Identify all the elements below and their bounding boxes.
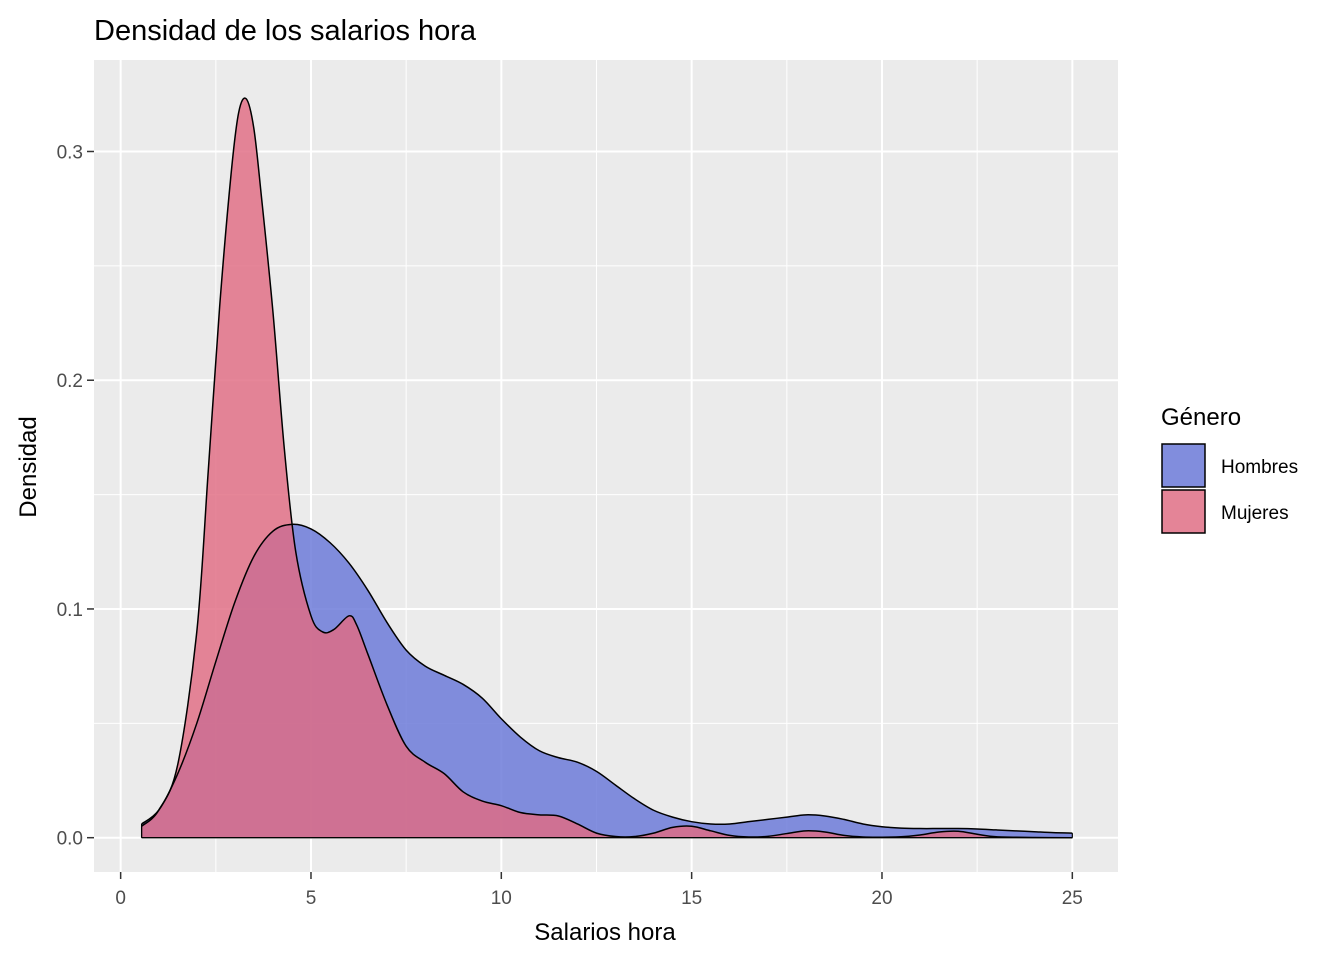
plot-layer: [94, 60, 1118, 872]
legend: Género Hombres Mujeres: [1161, 404, 1298, 534]
x-tick-label: 15: [681, 888, 702, 909]
y-axis-label: Densidad: [15, 416, 42, 517]
x-axis-label: Salarios hora: [534, 919, 676, 946]
density-line-mujeres: [141, 97, 1073, 839]
y-tick-label: 0.1: [57, 600, 83, 621]
legend-title: Género: [1161, 404, 1241, 431]
x-tick-label: 0: [115, 888, 126, 909]
y-tick-label: 0.0: [57, 829, 83, 850]
x-tick-label: 10: [491, 888, 512, 909]
density-area-mujeres: [141, 98, 1073, 838]
x-tick-label: 25: [1062, 888, 1083, 909]
axis-layer: 0 5 10 15 20 25 0.0 0.1 0.2 0.3: [57, 142, 1083, 909]
legend-label-hombres: Hombres: [1221, 457, 1298, 478]
legend-label-mujeres: Mujeres: [1221, 503, 1289, 524]
x-tick-label: 5: [306, 888, 317, 909]
x-tick-label: 20: [871, 888, 892, 909]
y-tick-label: 0.2: [57, 371, 83, 392]
chart-title: Densidad de los salarios hora: [94, 15, 477, 47]
y-tick-label: 0.3: [57, 142, 83, 163]
legend-swatch-hombres: [1161, 443, 1206, 488]
legend-swatch-mujeres: [1161, 489, 1206, 534]
